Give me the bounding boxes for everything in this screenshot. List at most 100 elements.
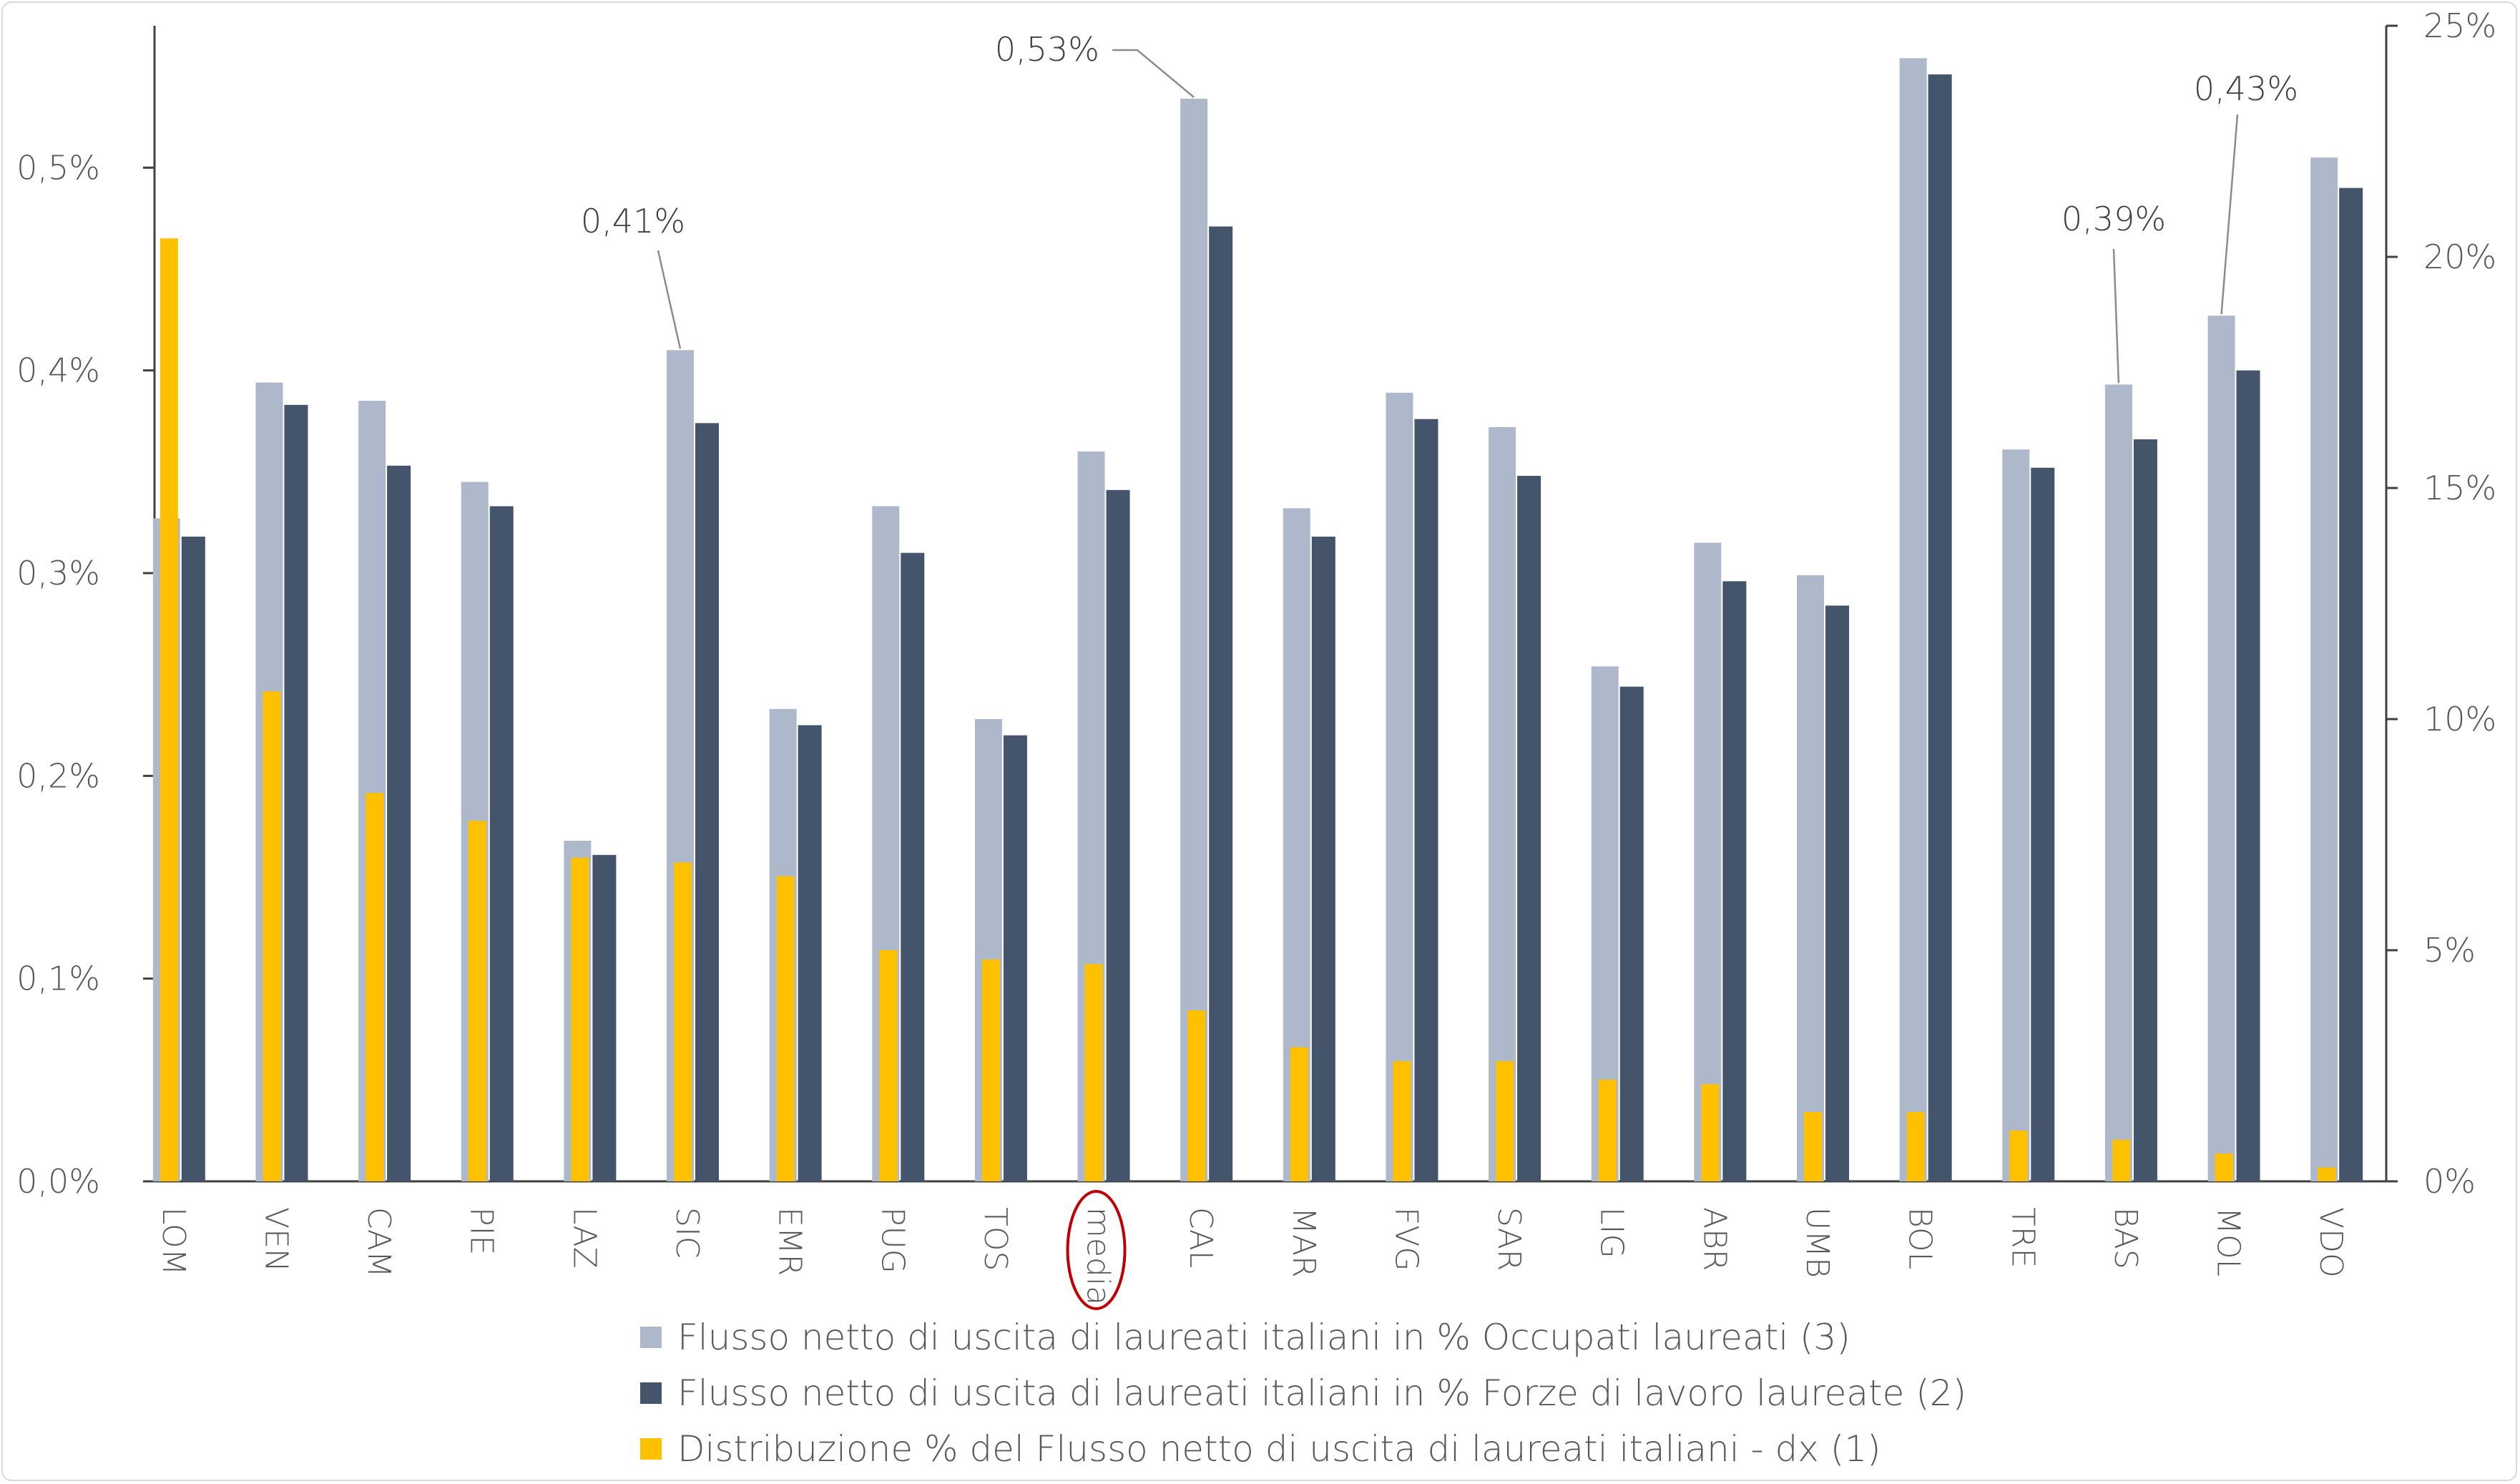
bar-forze-lavoro-VEN <box>284 404 308 1182</box>
bar-forze-lavoro-UMB <box>1825 605 1849 1181</box>
bar-distribuzione-CAL <box>1187 1010 1206 1181</box>
bar-forze-lavoro-MOL <box>2236 370 2260 1181</box>
category-label-MOL: MOL <box>2210 1207 2247 1276</box>
bar-distribuzione-MOL <box>2215 1153 2233 1181</box>
left-tick-label: 0,5% <box>16 148 100 187</box>
right-tick-label: 15% <box>2423 469 2496 507</box>
bar-forze-lavoro-SIC <box>695 423 719 1182</box>
bar-distribuzione-UMB <box>1804 1112 1822 1181</box>
bar-distribuzione-TOS <box>981 959 1000 1181</box>
bar-distribuzione-LAZ <box>571 857 589 1181</box>
annotation-leader-MOL <box>2220 114 2239 315</box>
category-label-BAS: BAS <box>2107 1207 2144 1269</box>
legend-swatch-occupati <box>640 1327 662 1348</box>
bar-occupati-BOL <box>1899 58 1927 1181</box>
bar-occupati-MOL <box>2207 316 2235 1182</box>
category-label-media: media <box>1080 1207 1117 1305</box>
bar-forze-lavoro-CAL <box>1209 226 1233 1181</box>
right-tick-label: 20% <box>2423 238 2496 276</box>
category-label-LIG: LIG <box>1594 1207 1630 1259</box>
bar-distribuzione-SAR <box>1496 1061 1514 1181</box>
annotation-label-MOL: 0,43% <box>2194 69 2298 108</box>
bar-occupati-FVG <box>1386 392 1413 1182</box>
category-label-VEN: VEN <box>258 1207 294 1272</box>
bar-distribuzione-SIC <box>674 862 692 1181</box>
bar-distribuzione-MAR <box>1290 1047 1308 1181</box>
legend-item-distribuzione: Distribuzione % del Flusso netto di usci… <box>640 1421 1966 1477</box>
legend-swatch-forze-lavoro <box>640 1382 662 1404</box>
category-label-CAM: CAM <box>361 1207 397 1278</box>
left-tick-label: 0,2% <box>16 756 100 795</box>
bar-forze-lavoro-SAR <box>1517 476 1541 1181</box>
annotation-leader-BAS <box>2112 248 2120 384</box>
bar-occupati-UMB <box>1797 575 1824 1181</box>
bar-occupati-SAR <box>1489 427 1516 1181</box>
left-tick-label: 0,3% <box>16 554 100 592</box>
category-label-LOM: LOM <box>155 1207 192 1276</box>
legend-label-occupati: Flusso netto di uscita di laureati itali… <box>677 1317 1850 1358</box>
bar-distribuzione-VEN <box>263 691 281 1181</box>
left-tick-label: 0,4% <box>16 351 100 390</box>
category-label-BOL: BOL <box>1902 1207 1938 1269</box>
bar-distribuzione-FVG <box>1393 1061 1411 1181</box>
bar-forze-lavoro-PIE <box>489 506 514 1181</box>
category-label-VDO: VDO <box>2313 1207 2349 1278</box>
bar-forze-lavoro-media <box>1106 489 1130 1181</box>
bar-forze-lavoro-MAR <box>1311 537 1335 1181</box>
bar-forze-lavoro-EMR <box>798 725 822 1181</box>
right-tick-label: 0% <box>2423 1162 2476 1201</box>
annotation-label-BAS: 0,39% <box>2061 200 2166 238</box>
category-label-FVG: FVG <box>1388 1207 1424 1271</box>
bar-distribuzione-BOL <box>1906 1112 1925 1181</box>
bar-forze-lavoro-TRE <box>2031 467 2055 1181</box>
bar-forze-lavoro-PUG <box>901 552 925 1181</box>
category-label-TOS: TOS <box>977 1207 1014 1271</box>
bar-occupati-BAS <box>2104 384 2132 1181</box>
bar-forze-lavoro-LAZ <box>592 854 617 1181</box>
category-label-PUG: PUG <box>874 1207 911 1274</box>
bar-distribuzione-PIE <box>468 821 486 1181</box>
bar-distribuzione-EMR <box>776 876 795 1181</box>
bar-distribuzione-media <box>1084 964 1103 1181</box>
bar-forze-lavoro-TOS <box>1003 735 1027 1181</box>
legend-label-distribuzione: Distribuzione % del Flusso netto di usci… <box>677 1428 1881 1470</box>
bar-occupati-CAL <box>1180 99 1208 1181</box>
bar-occupati-VDO <box>2310 157 2338 1182</box>
category-label-PIE: PIE <box>464 1207 500 1255</box>
category-label-UMB: UMB <box>1799 1207 1835 1278</box>
bar-occupati-ABR <box>1694 542 1722 1181</box>
bar-distribuzione-CAM <box>366 793 384 1181</box>
legend: Flusso netto di uscita di laureati itali… <box>640 1309 1966 1477</box>
category-label-CAL: CAL <box>1182 1207 1219 1268</box>
bar-forze-lavoro-LOM <box>181 537 205 1181</box>
bar-forze-lavoro-BOL <box>1928 74 1952 1181</box>
category-label-SAR: SAR <box>1491 1207 1527 1271</box>
legend-swatch-distribuzione <box>640 1438 662 1460</box>
highlight-circle <box>1066 1190 1127 1310</box>
left-tick-label: 0,0% <box>16 1162 100 1201</box>
right-tick-label: 10% <box>2423 700 2496 738</box>
bar-distribuzione-BAS <box>2112 1139 2130 1181</box>
category-label-SIC: SIC <box>669 1207 705 1259</box>
bar-distribuzione-LOM <box>160 238 178 1181</box>
legend-item-forze-lavoro: Flusso netto di uscita di laureati itali… <box>640 1365 1966 1421</box>
category-label-EMR: EMR <box>772 1207 808 1276</box>
legend-item-occupati: Flusso netto di uscita di laureati itali… <box>640 1309 1966 1365</box>
annotation-leader-SIC <box>657 250 682 349</box>
legend-label-forze-lavoro: Flusso netto di uscita di laureati itali… <box>677 1372 1967 1414</box>
bar-occupati-TRE <box>2002 449 2030 1181</box>
bar-forze-lavoro-FVG <box>1414 419 1438 1181</box>
bar-forze-lavoro-VDO <box>2339 187 2363 1182</box>
bar-distribuzione-TRE <box>2009 1130 2028 1181</box>
annotation-label-SIC: 0,41% <box>581 202 685 240</box>
category-label-ABR: ABR <box>1696 1207 1732 1271</box>
bar-distribuzione-ABR <box>1701 1084 1720 1181</box>
right-tick-label: 25% <box>2423 6 2496 45</box>
bar-distribuzione-VDO <box>2318 1167 2336 1181</box>
category-label-MAR: MAR <box>1285 1207 1322 1278</box>
bar-forze-lavoro-LIG <box>1619 686 1644 1181</box>
right-tick-label: 5% <box>2423 931 2476 970</box>
bar-distribuzione-LIG <box>1598 1079 1617 1181</box>
